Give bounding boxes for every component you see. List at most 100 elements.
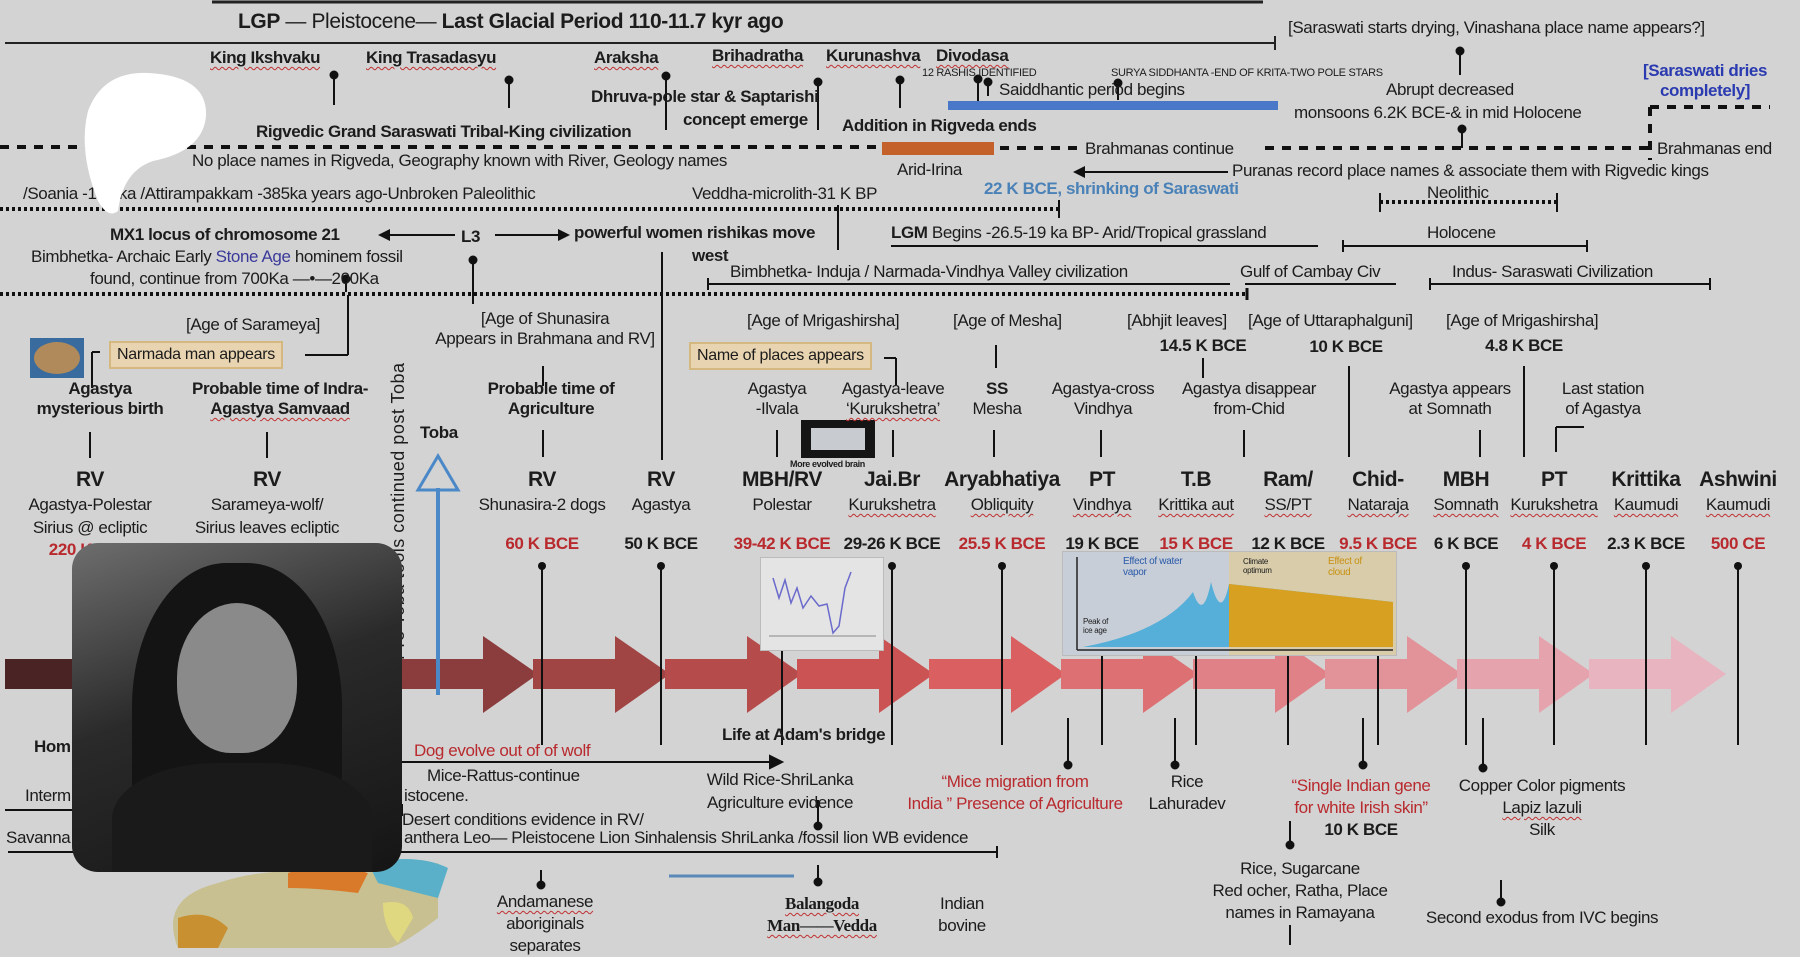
rishikas-note: powerful women rishikas move [574,223,816,242]
date-pin-dot [1550,562,1558,570]
presenter-webcam-video [72,543,402,872]
abrupt-label: Abrupt decreased [1386,80,1514,99]
date-pin-dot [657,562,665,570]
note-ss-mesha: SS Mesha [972,379,1022,418]
timeline-subtitle: Kaumudi [1705,495,1771,514]
note-agastya-disappear: Agastya disappear from-Chid [1181,379,1317,418]
timeline-heading: Krittika [1611,468,1681,491]
water-vapor-label: Effect of water vapor [1123,556,1183,578]
brain-image [801,420,875,458]
places-appear-box: Name of places appears [689,342,872,370]
dhruva-label: Dhruva-pole star & Saptarishi [591,87,819,106]
timeline-heading: Chid- [1352,468,1404,491]
era-arrow [797,636,934,713]
note-indra-agastya: Probable time of Indra- Agastya Samvaad [192,379,368,418]
era-arrow [1457,636,1594,713]
date-pin-dot [538,562,546,570]
age-shunasira: [Age of Shunasira Appears in Brahmana and… [435,309,655,348]
neolithic-label: Neolithic [1427,183,1489,202]
copper-pigments: Copper Color pigments Lapiz lazuli Silk [1458,776,1626,839]
l3-label: L3 [461,227,481,246]
timeline-subtitle: Vindhya [1072,495,1132,514]
timeline-subtitle: Somnath [1433,495,1499,514]
puranas-note: Puranas record place names & associate t… [1232,161,1709,180]
timeline-heading: Jai.Br [864,468,920,491]
timeline-heading: MBH [1442,468,1490,491]
timeline-date: 500 CE [1710,534,1766,553]
king-ikshvaku: King Ikshvaku [210,48,321,67]
timeline-heading: RV [528,468,556,491]
timeline-heading: RV [76,468,104,491]
monsoons-label: monsoons 6.2K BCE-& in mid Holocene [1294,103,1582,122]
timeline-subtitle: Krittika aut [1158,495,1234,514]
timeline-subtitle-2: Sirius leaves ecliptic [194,518,340,537]
note-last-station: Last station of Agastya [1561,379,1645,418]
ice-age-label: Peak of ice age [1083,617,1109,635]
timeline-subtitle: SS/PT [1264,495,1312,514]
timeline-subtitle-2: Sirius @ ecliptic [32,518,148,537]
induja-civilization: Bimbhetka- Induja / Narmada-Vindhya Vall… [730,262,1128,281]
timeline-heading: MBH/RV [741,468,823,491]
indus-saraswati: Indus- Saraswati Civilization [1452,262,1653,281]
timeline-date: 6 K BCE [1433,534,1499,553]
timeline-date: 50 K BCE [624,534,698,553]
date-pin-dot [1462,562,1470,570]
adams-bridge: Life at Adam's bridge [722,725,886,744]
lgm-note: LGM Begins -26.5-19 ka BP- Arid/Tropical… [891,223,1267,242]
white-blob-overlay [84,72,207,214]
surya-siddhanta-note: SURYA SIDDHANTA -END OF KRITA-TWO POLE S… [1111,67,1383,79]
lgp-title: LGP — Pleistocene— Last Glacial Period 1… [238,10,784,33]
era-arrow [1589,636,1726,713]
brahmanas-continue: Brahmanas continue [1085,139,1234,158]
panthera-leo: anthera Leo— Pleistocene Lion Sinhalensi… [404,828,969,847]
era-arrow [929,636,1066,713]
saraswati-dries: [Saraswati dries completely] [1643,61,1767,100]
age-mrigashirsha-2: [Age of Mrigashirsha] [1446,311,1599,330]
timeline-subtitle: Agastya-Polestar [28,495,152,514]
timeline-subtitle: Sarameya-wolf/ [210,495,324,514]
brahmanas-end: Brahmanas end [1657,139,1772,158]
era-arrow [401,636,538,713]
note-agriculture: Probable time of Agriculture [487,379,615,418]
timeline-subtitle: Polestar [752,495,812,514]
indian-bovine: Indian bovine [938,894,986,935]
timeline-date: 25.5 K BCE [958,534,1046,553]
veddha-note: Veddha-microlith-31 K BP [692,184,878,203]
timeline-date: 29-26 K BCE [843,534,941,553]
timeline-heading: Ram/ [1263,468,1313,491]
date-14-5k: 14.5 K BCE [1159,336,1247,355]
timeline-heading: RV [647,468,675,491]
timeline-date: 4 K BCE [1521,534,1587,553]
age-mesha: [Age of Mesha] [953,311,1062,330]
timeline-date: 15 K BCE [1159,534,1233,553]
dhruva-label-2: concept emerge [683,110,808,129]
rice-lahuradev: Rice Lahuradev [1148,772,1226,813]
timeline-subtitle: Nataraja [1347,495,1409,514]
timeline-heading: RV [253,468,281,491]
kurunashva: Kurunashva [826,46,921,65]
era-arrow [665,636,802,713]
divodasa: Divodasa [936,46,1009,65]
no-place-names: No place names in Rigveda, Geography kno… [192,151,728,170]
saraswati-drying: [Saraswati starts drying, Vinashana plac… [1288,18,1705,37]
timeline-date: 12 K BCE [1251,534,1325,553]
timeline-date: 2.3 K BCE [1607,534,1685,553]
era-arrow [533,636,670,713]
timeline-heading: Aryabhatiya [944,468,1060,491]
hom-label: Hom [34,737,71,756]
interm-label: Interm [25,786,71,805]
timeline-subtitle: Kaumudi [1613,495,1679,514]
timeline-subtitle: Agastya [631,495,691,514]
date-pin-dot [1734,562,1742,570]
rice-sugarcane: Rice, Sugarcane Red ocher, Ratha, Place na… [1212,859,1388,922]
rigvedic-civilization: Rigvedic Grand Saraswati Tribal-King civ… [256,122,632,141]
age-uttaraphalguni: [Age of Uttaraphalguni] [1248,311,1413,330]
timeline-date: 19 K BCE [1065,534,1139,553]
arid-irina: Arid-Irina [897,160,962,179]
araksha: Araksha [594,48,659,67]
pleistocene-label: istocene. [404,786,469,805]
bimbhetka-archaic: Bimbhetka- Archaic Early Stone Age homin… [31,247,403,266]
timeline-heading: Ashwini [1699,468,1777,491]
timeline-subtitle: Kurukshetra [848,495,936,514]
age-sarameya: [Age of Sarameya] [186,315,320,334]
